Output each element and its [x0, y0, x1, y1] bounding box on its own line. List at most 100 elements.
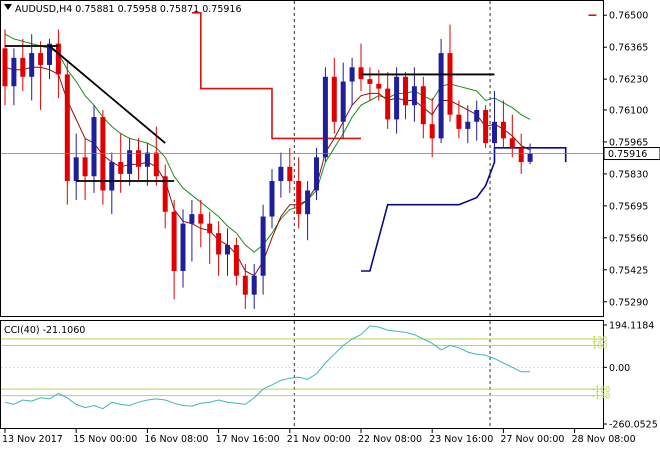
bear-candle[interactable]: [385, 88, 391, 120]
cci-header: CCI(40) -21.1060: [4, 325, 85, 336]
bull-candle[interactable]: [527, 153, 533, 162]
bull-candle[interactable]: [438, 53, 444, 139]
cci-level-label: -100: [592, 385, 610, 394]
price-axis: 0.76500 0.76365 0.76230 0.76100 0.75965 0.758…: [1, 11, 658, 431]
bear-candle[interactable]: [64, 74, 70, 181]
price-tick-label: 0.76500: [609, 11, 648, 22]
bull-candle[interactable]: [127, 150, 133, 174]
bear-candle[interactable]: [358, 67, 364, 80]
bear-candle[interactable]: [118, 162, 124, 174]
bull-candle[interactable]: [11, 57, 17, 87]
bear-candle[interactable]: [82, 157, 88, 177]
bull-candle[interactable]: [474, 109, 480, 122]
bear-candle[interactable]: [518, 147, 524, 163]
bear-candle[interactable]: [242, 275, 248, 295]
bull-candle[interactable]: [47, 43, 52, 65]
time-tick-label: 23 Nov 16:00: [429, 434, 493, 445]
bear-candle[interactable]: [509, 138, 515, 148]
cci-panel-frame: [0, 320, 604, 429]
cci-level-label: 130: [592, 335, 607, 344]
cci-tick-label: 0.00: [609, 363, 630, 374]
bear-candle[interactable]: [429, 124, 435, 139]
bear-candle[interactable]: [331, 76, 337, 122]
cci-series-line: [4, 325, 531, 410]
cci-level-label: 100: [592, 342, 607, 351]
price-tick-label: 0.75830: [609, 169, 648, 180]
bear-candle[interactable]: [483, 109, 489, 144]
time-tick-label: 17 Nov 16:00: [216, 434, 280, 445]
bull-candle[interactable]: [322, 76, 328, 158]
bear-candle[interactable]: [456, 114, 462, 129]
time-axis: 13 Nov 2017 15 Nov 00:00 16 Nov 08:00 17 No…: [2, 429, 636, 445]
symbol-header: AUDUSD,H4 0.75881 0.75958 0.75871 0.7591…: [15, 4, 242, 15]
bull-candle[interactable]: [492, 121, 497, 144]
time-tick-label: 15 Nov 00:00: [73, 434, 137, 445]
bear-candle[interactable]: [233, 244, 239, 276]
bear-candle[interactable]: [171, 211, 177, 271]
bull-candle[interactable]: [278, 166, 284, 181]
bull-candle[interactable]: [314, 157, 319, 191]
bull-candle[interactable]: [411, 86, 417, 106]
bear-candle[interactable]: [162, 176, 168, 212]
bear-candle[interactable]: [198, 214, 204, 224]
price-tick-label: 0.75695: [609, 201, 648, 212]
bull-candle[interactable]: [180, 223, 186, 271]
candles[interactable]: [2, 24, 533, 309]
price-tick-label: 0.75560: [609, 233, 648, 244]
bull-candle[interactable]: [260, 216, 266, 276]
bull-candle[interactable]: [340, 81, 346, 122]
bear-candle[interactable]: [207, 223, 213, 234]
cci-tick-label: -260.0525: [609, 420, 658, 431]
bull-candle[interactable]: [189, 214, 195, 224]
main-plot-frame: [0, 0, 604, 317]
price-tick-label: 0.76365: [609, 43, 648, 54]
bull-candle[interactable]: [225, 244, 230, 255]
time-tick-label: 21 Nov 00:00: [287, 434, 351, 445]
trendlines[interactable]: [5, 45, 495, 182]
bull-candle[interactable]: [73, 157, 79, 181]
time-tick-label: 27 Nov 00:00: [500, 434, 564, 445]
sar-upper-line: [191, 12, 361, 140]
current-price-label: 0.75916: [608, 149, 647, 160]
bear-candle[interactable]: [2, 48, 8, 87]
bear-candle[interactable]: [38, 53, 44, 65]
bear-candle[interactable]: [55, 43, 61, 75]
triangle-down-icon[interactable]: [4, 4, 12, 10]
bear-candle[interactable]: [367, 79, 373, 84]
bear-candle[interactable]: [216, 233, 222, 255]
bear-candle[interactable]: [296, 181, 302, 215]
price-tick-label: 0.75965: [609, 137, 648, 148]
bull-candle[interactable]: [251, 275, 257, 295]
price-tick-label: 0.75425: [609, 265, 648, 276]
bull-candle[interactable]: [394, 76, 400, 120]
bull-candle[interactable]: [29, 53, 35, 77]
bull-candle[interactable]: [109, 162, 115, 191]
trendline[interactable]: [48, 45, 166, 144]
cci-level-label: -130: [592, 392, 610, 401]
bear-candle[interactable]: [500, 121, 506, 139]
sar-lines: [191, 12, 597, 272]
bear-candle[interactable]: [403, 76, 408, 106]
bear-candle[interactable]: [447, 53, 453, 115]
bear-candle[interactable]: [420, 86, 426, 125]
sar-lower-line: [361, 147, 567, 272]
bear-candle[interactable]: [287, 166, 293, 181]
price-tick-label: 0.76100: [609, 105, 648, 116]
cci-tick-label: 194.1184: [609, 321, 654, 332]
bear-candle[interactable]: [20, 57, 26, 77]
bull-candle[interactable]: [465, 121, 471, 129]
current-price-tag: 0.75916: [603, 147, 660, 161]
time-tick-label: 28 Nov 08:00: [572, 434, 636, 445]
bull-candle[interactable]: [305, 190, 311, 215]
bull-candle[interactable]: [269, 181, 275, 217]
bull-candle[interactable]: [91, 117, 97, 177]
bear-candle[interactable]: [136, 150, 141, 167]
bear-candle[interactable]: [376, 83, 382, 89]
bear-candle[interactable]: [153, 152, 159, 177]
bull-candle[interactable]: [349, 67, 355, 82]
bull-candle[interactable]: [144, 152, 150, 167]
time-tick-label: 13 Nov 2017: [2, 434, 63, 445]
